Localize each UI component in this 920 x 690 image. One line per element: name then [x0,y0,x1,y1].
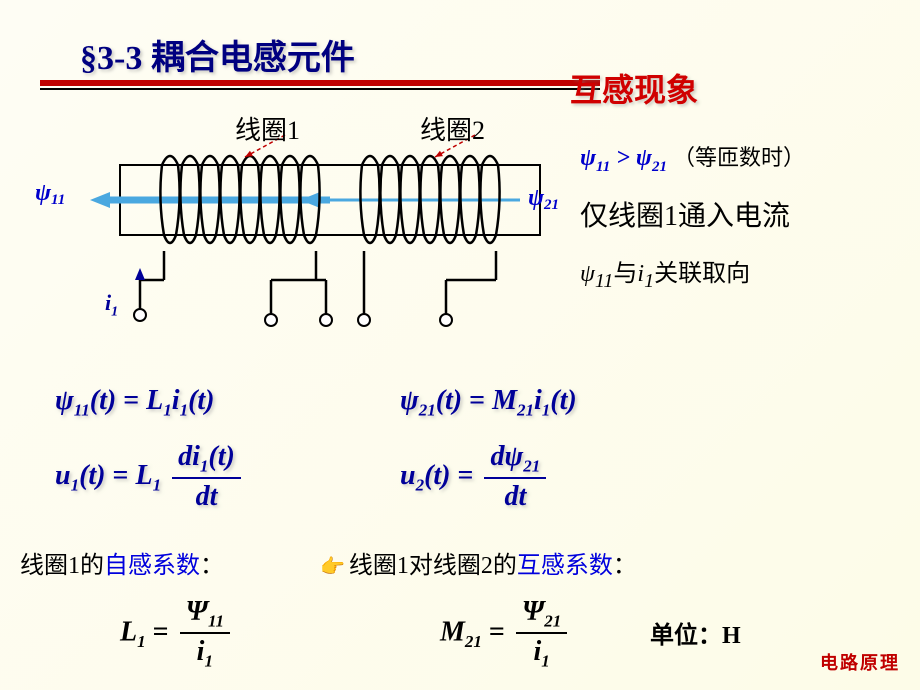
psi21-label: ψ21 [528,185,559,214]
diagram-svg [70,115,580,345]
coil1-label: 线圈1 [235,110,300,147]
eq-psi11: ψ11(t) = L1i1(t) [55,385,215,421]
eq-u1: u1(t) = L1 di1(t) dt [55,440,245,515]
subtitle: 互感现象 [570,65,698,111]
note-current: 仅线圈1通入电流 [580,196,900,238]
desc-self-inductance: 线圈1的自感系数： [20,545,224,580]
coupled-inductor-diagram: 线圈1 线圈2 ψ11 ψ21 i1 [70,115,560,345]
eq-L1-def: L1 = Ψ11 i1 [120,595,234,673]
eq-M21-def: M21 = Ψ21 i1 [440,595,571,673]
title-underline [40,80,600,90]
footer-logo: 电路原理 [820,649,900,675]
section-title-area: §3-3 耦合电感元件 [80,30,355,79]
inequality-line: ψ11 > ψ21 （等匝数时） [580,140,900,178]
eq-u2: u2(t) = dψ21 dt [400,440,550,515]
eq-psi21: ψ21(t) = M21i1(t) [400,385,577,421]
note-direction: ψ11与i1关联取向 [580,256,900,296]
hand-icon: 👉 [320,554,345,579]
notes-block: ψ11 > ψ21 （等匝数时） 仅线圈1通入电流 ψ11与i1关联取向 [580,140,900,314]
coil2-label: 线圈2 [420,110,485,147]
section-title: §3-3 耦合电感元件 [80,30,355,79]
unit-label: 单位：H [650,615,741,650]
psi11-label: ψ11 [35,180,65,209]
i1-label: i1 [105,290,118,320]
desc-mutual-inductance: 👉线圈1对线圈2的互感系数： [320,545,637,580]
